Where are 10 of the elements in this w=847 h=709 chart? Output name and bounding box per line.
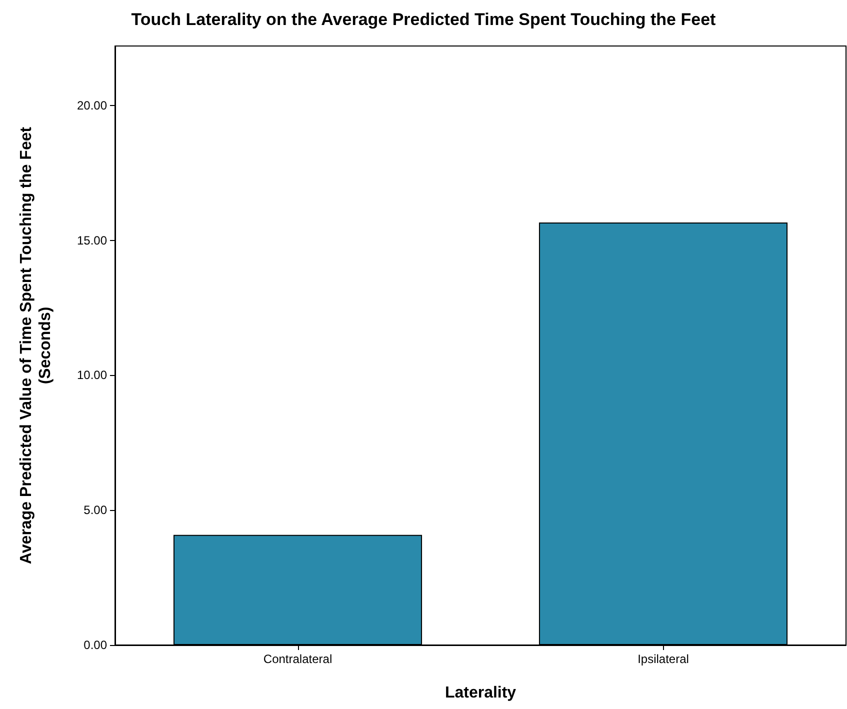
x-axis-title: Laterality (444, 684, 516, 702)
x-tick-label: Contralateral (263, 652, 332, 666)
chart-title: Touch Laterality on the Average Predicted Time Spent Touching the Feet (131, 10, 716, 29)
y-tick-label: 20.00 (76, 98, 108, 112)
y-tick-label: 5.00 (84, 503, 108, 518)
y-tick-label: 10.00 (76, 368, 108, 382)
x-tick-label: Ipsilateral (638, 652, 689, 666)
y-tick-label: 0.00 (84, 638, 108, 652)
y-axis-title: Average Predicted Value of Time Spent Touching the Feet (Seconds) (18, 126, 54, 564)
y-tick-label: 15.00 (76, 233, 108, 248)
